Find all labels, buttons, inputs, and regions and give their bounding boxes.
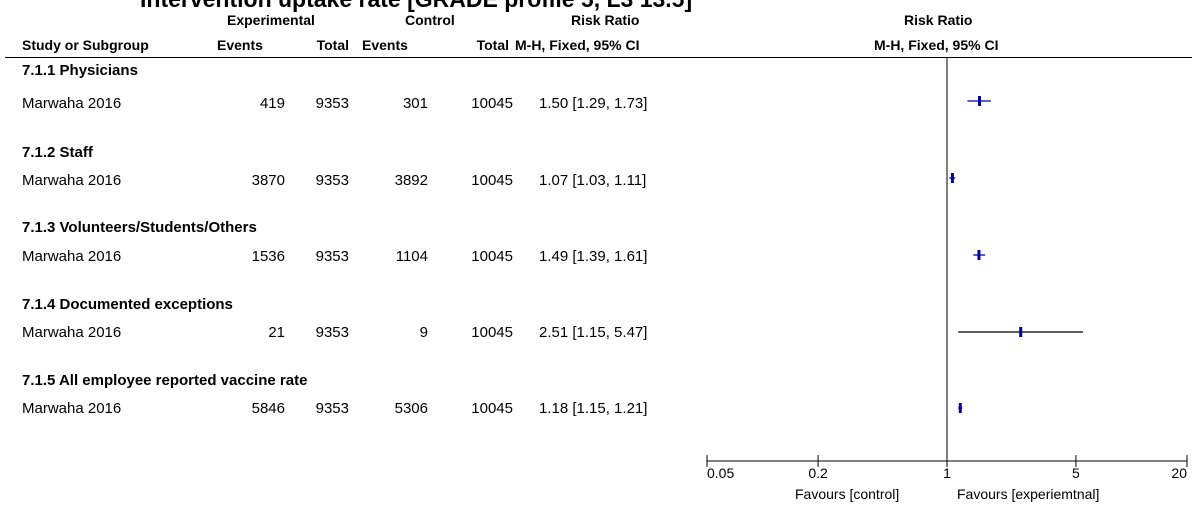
exp-events: 1536 [251,248,285,265]
ctl-total: 10045 [471,172,513,189]
point-estimate [977,96,981,106]
subgroup-label: 7.1.2 Staff [22,144,93,161]
x-tick-label: 20 [1171,465,1187,481]
study-name: Marwaha 2016 [22,248,122,265]
ctl-total: 10045 [471,248,513,265]
header-risk-ratio-right: Risk Ratio [904,12,973,28]
x-tick-label: 1 [943,465,951,481]
x-tick-label: 5 [1072,465,1080,481]
exp-total: 9353 [315,400,349,417]
x-tick-label: 0.05 [707,465,734,481]
ctl-events: 5306 [394,400,428,417]
header-method-left: M-H, Fixed, 95% CI [515,37,640,53]
study-name: Marwaha 2016 [22,324,122,341]
subgroup-label: 7.1.1 Physicians [22,62,138,79]
header-ctl-events: Events [362,37,408,53]
ctl-events: 1104 [395,248,428,265]
header-control: Control [405,12,455,28]
exp-total: 9353 [315,324,349,341]
subgroup-label: 7.1.5 All employee reported vaccine rate [22,372,308,389]
ctl-total: 10045 [471,95,513,112]
header-exp-events: Events [217,37,263,53]
header-study-or-subgroup: Study or Subgroup [22,37,149,53]
header-method-right: M-H, Fixed, 95% CI [874,37,999,53]
exp-total: 9353 [315,172,349,189]
header-ctl-total: Total [476,37,509,53]
ctl-events: 9 [419,324,428,341]
point-estimate [1019,327,1023,337]
exp-events: 419 [259,95,285,112]
study-name: Marwaha 2016 [22,400,122,417]
ci-text: 1.50 [1.29, 1.73] [539,95,648,112]
exp-events: 3870 [251,172,285,189]
ci-text: 1.49 [1.39, 1.61] [539,248,648,265]
ctl-total: 10045 [471,324,513,341]
exp-events: 21 [268,324,285,341]
header-experimental: Experimental [227,12,315,28]
page-title: Intervention uptake rate [GRADE profile … [140,0,692,13]
favours-right-label: Favours [experiemtnal] [957,486,1100,502]
exp-events: 5846 [251,400,285,417]
ctl-total: 10045 [471,400,513,417]
subgroup-label: 7.1.4 Documented exceptions [22,296,233,313]
ctl-events: 3892 [394,172,428,189]
exp-total: 9353 [315,95,349,112]
header-rule [5,57,1192,58]
header-risk-ratio-left: Risk Ratio [571,12,640,28]
ctl-events: 301 [402,95,428,112]
point-estimate [950,173,954,183]
exp-total: 9353 [315,248,349,265]
favours-left-label: Favours [control] [795,486,900,502]
ci-text: 1.18 [1.15, 1.21] [539,400,648,417]
point-estimate [958,403,962,413]
x-tick-label: 0.2 [808,465,828,481]
ci-text: 2.51 [1.15, 5.47] [539,324,648,341]
subgroup-label: 7.1.3 Volunteers/Students/Others [22,219,257,236]
point-estimate [977,250,981,260]
study-name: Marwaha 2016 [22,95,122,112]
header-exp-total: Total [316,37,349,53]
study-name: Marwaha 2016 [22,172,122,189]
ci-text: 1.07 [1.03, 1.11] [539,172,647,189]
